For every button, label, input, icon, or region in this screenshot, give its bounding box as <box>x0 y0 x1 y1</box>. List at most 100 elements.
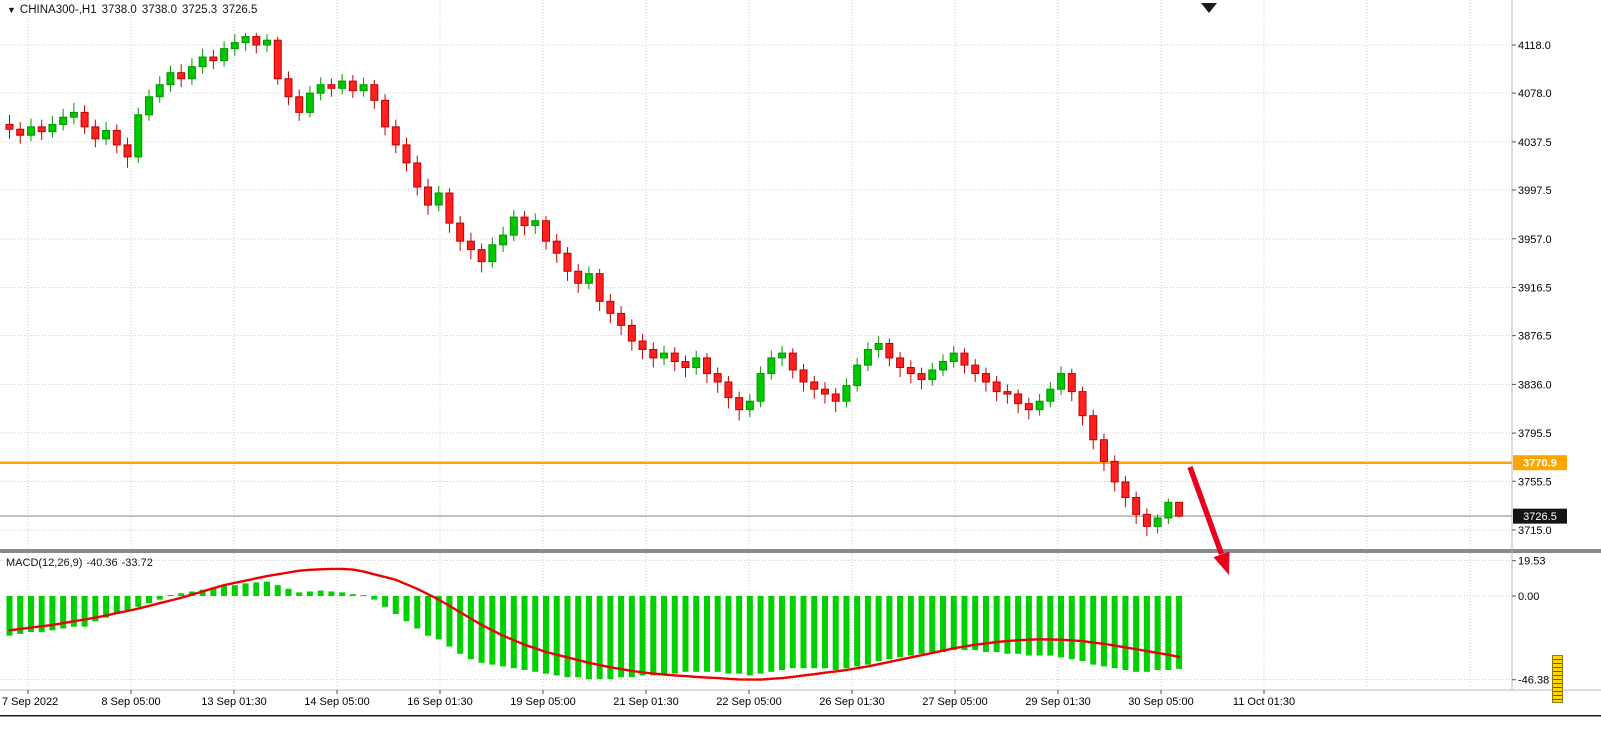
candle-body <box>445 192 454 224</box>
macd-bar <box>274 585 281 596</box>
candle-body <box>681 361 690 369</box>
symbol-dropdown-icon[interactable]: ▼ <box>7 5 16 15</box>
macd-bar <box>811 596 818 669</box>
candle-body <box>166 72 175 86</box>
candle-body <box>1132 497 1141 515</box>
candle-body <box>531 220 540 227</box>
price-tick-label: 4037.5 <box>1518 137 1552 149</box>
macd-bar <box>940 596 947 652</box>
macd-bar <box>70 596 77 627</box>
time-tick-label: 16 Sep 01:30 <box>407 696 472 708</box>
macd-bar <box>918 596 925 654</box>
macd-bar <box>1015 596 1022 654</box>
bid-price-value: 3726.5 <box>1523 511 1557 523</box>
macd-bar <box>897 596 904 658</box>
macd-bar <box>832 596 839 671</box>
macd-bar <box>38 596 45 633</box>
price-tick-label: 4118.0 <box>1518 40 1551 52</box>
candle-body <box>917 373 926 381</box>
macd-bar <box>414 596 421 629</box>
candle-body <box>799 369 808 383</box>
candle-body <box>874 342 883 350</box>
candle-body <box>1142 513 1151 527</box>
macd-bar <box>575 596 582 678</box>
candle-body <box>1164 501 1173 519</box>
candle-body <box>359 84 368 92</box>
candle-body <box>456 222 465 242</box>
macd-bar <box>746 596 753 676</box>
macd-bar <box>736 596 743 674</box>
macd-bar <box>435 596 442 640</box>
candle-body <box>348 80 357 92</box>
time-tick-label: 26 Sep 01:30 <box>819 696 884 708</box>
chart-shift-marker[interactable] <box>1201 3 1217 13</box>
macd-bar <box>543 596 549 674</box>
macd-bar <box>757 596 764 674</box>
macd-bar <box>1143 596 1150 672</box>
price-axis[interactable]: 4118.0 4078.0 4037.5 3997.5 3957.0 3916.5 3876… <box>1512 40 1567 537</box>
candle-body <box>155 84 164 98</box>
candle-body <box>692 357 701 369</box>
macd-bar <box>564 596 571 678</box>
candle-body <box>241 36 250 44</box>
price-tick-label: 3876.5 <box>1518 331 1552 343</box>
candle-body <box>820 388 829 395</box>
macd-bar <box>382 596 389 607</box>
macd-bar <box>60 596 67 629</box>
price-tick-label: 3795.5 <box>1518 428 1552 440</box>
candle-body <box>906 367 915 375</box>
red-arrow-annotation[interactable] <box>1187 466 1230 575</box>
candle-body <box>187 66 196 80</box>
macd-bar <box>693 596 700 672</box>
candle-body <box>48 123 57 133</box>
macd-bar <box>17 596 24 634</box>
time-axis[interactable]: 7 Sep 2022 8 Sep 05:00 13 Sep 01:30 14 Sep … <box>2 690 1295 708</box>
macd-bar <box>167 595 174 597</box>
vertical-scrollbar-thumb[interactable] <box>1552 655 1563 703</box>
pane-separator[interactable] <box>0 549 1601 553</box>
candle-body <box>724 381 733 399</box>
candle-body <box>606 300 615 314</box>
time-tick-label: 22 Sep 05:00 <box>716 696 781 708</box>
candle-body <box>263 39 272 46</box>
candle-body <box>434 192 443 206</box>
time-tick-label: 19 Sep 05:00 <box>510 696 575 708</box>
macd-bar <box>650 596 657 676</box>
macd-bar <box>156 596 163 600</box>
candle-body <box>305 92 314 113</box>
macd-bar <box>210 587 217 596</box>
candle-body <box>316 84 325 94</box>
macd-bar <box>113 596 120 615</box>
candle-body <box>713 373 722 383</box>
macd-bar <box>1025 596 1032 656</box>
macd-bar <box>639 596 646 676</box>
macd-bar <box>800 596 807 669</box>
candle-body <box>756 373 765 402</box>
candle-body <box>595 273 604 302</box>
price-tick-label: 3836.0 <box>1518 379 1552 391</box>
candle-body <box>767 357 776 375</box>
candle-body <box>466 240 475 251</box>
macd-bar <box>521 596 528 671</box>
macd-bar <box>392 596 399 615</box>
candle-body <box>284 78 293 98</box>
price-tick-label: 3997.5 <box>1518 185 1552 197</box>
candle-body <box>370 84 379 101</box>
macd-bar <box>596 596 603 680</box>
macd-axis[interactable]: 19.53 0.00 -46.38 <box>1512 556 1549 687</box>
candle-body <box>520 216 529 227</box>
macd-bar <box>779 596 786 671</box>
macd-bar <box>1068 596 1075 660</box>
macd-bar <box>585 596 592 680</box>
macd-bar <box>467 596 474 660</box>
candle-body <box>617 312 626 326</box>
candle-body <box>26 126 35 136</box>
candle-body <box>91 126 100 140</box>
candle-body <box>939 361 948 371</box>
macd-bar <box>864 596 871 665</box>
candle-body <box>1057 373 1066 390</box>
macd-bar <box>339 592 346 596</box>
macd-bar <box>886 596 893 660</box>
candle-body <box>1046 388 1055 402</box>
